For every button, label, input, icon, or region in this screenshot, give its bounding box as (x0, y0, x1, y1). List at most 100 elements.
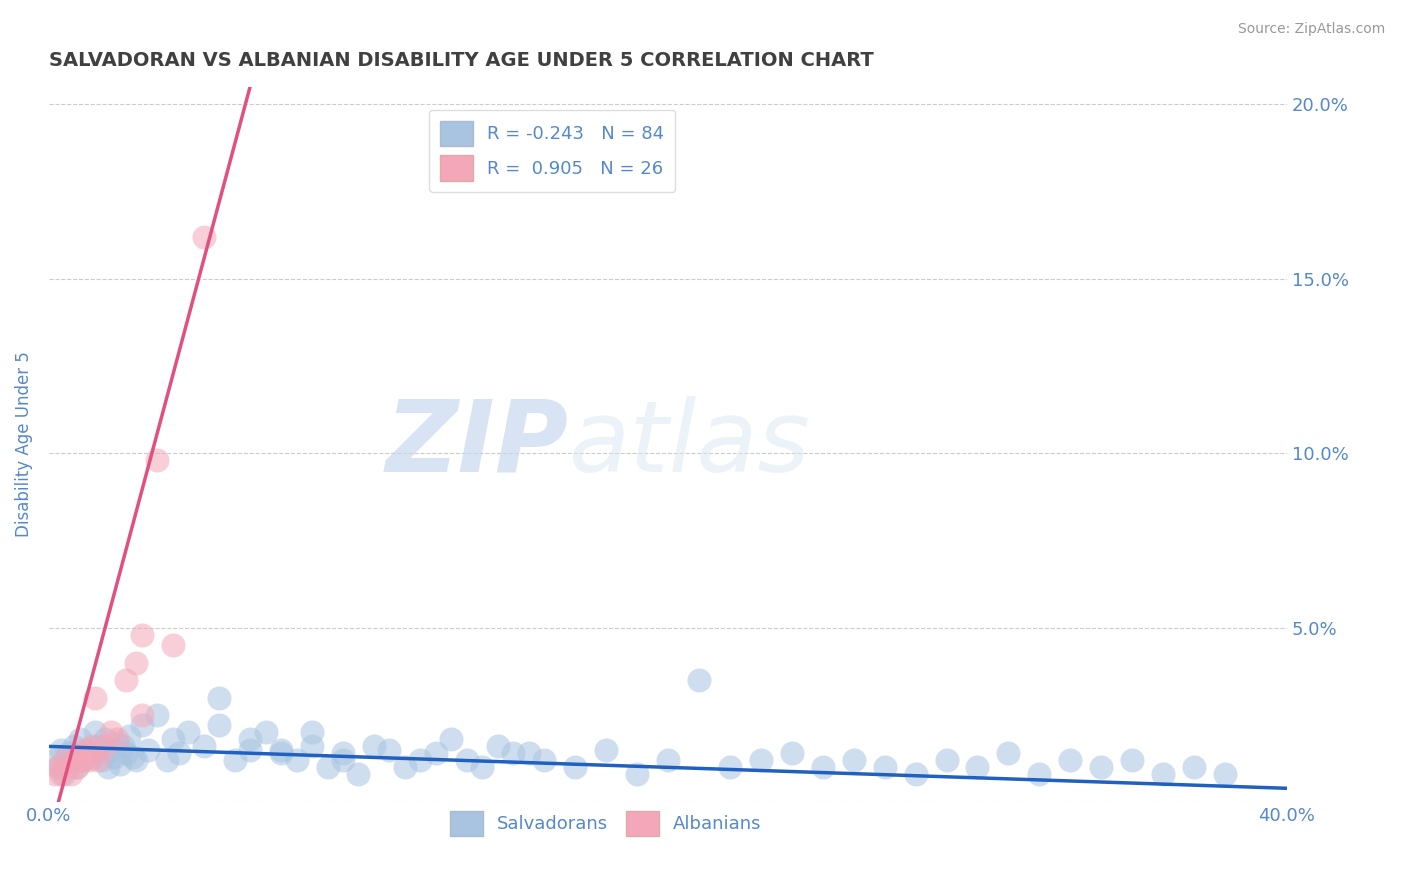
Point (84, 690, 107, 705)
Point (72, 753, 94, 767)
Point (718, 760, 741, 774)
Point (208, 690, 231, 705)
Point (124, 753, 146, 767)
Point (69, 747, 91, 761)
Point (124, 656, 146, 670)
Text: SALVADORAN VS ALBANIAN DISABILITY AGE UNDER 5 CORRELATION CHART: SALVADORAN VS ALBANIAN DISABILITY AGE UN… (49, 51, 873, 70)
Point (486, 739, 509, 754)
Point (842, 753, 865, 767)
Point (44, 767, 66, 781)
Point (193, 229, 215, 244)
Point (904, 767, 927, 781)
Point (62, 753, 84, 767)
Point (316, 760, 339, 774)
Point (115, 673, 138, 687)
Point (93, 732, 115, 747)
Text: ZIP: ZIP (385, 396, 569, 493)
Point (162, 638, 184, 652)
Point (59, 753, 82, 767)
Point (131, 718, 153, 732)
Point (105, 736, 128, 750)
Point (224, 753, 246, 767)
Point (155, 753, 177, 767)
Point (1059, 753, 1081, 767)
Point (82, 750, 104, 764)
Point (82, 739, 104, 754)
Point (873, 760, 896, 774)
Point (332, 753, 354, 767)
Point (935, 753, 957, 767)
Point (146, 453, 169, 467)
Point (115, 747, 138, 761)
Point (811, 760, 834, 774)
Point (100, 743, 122, 757)
Point (167, 747, 190, 761)
Point (51, 743, 73, 757)
Point (1152, 767, 1174, 781)
Point (93, 739, 115, 754)
Point (208, 718, 231, 732)
Y-axis label: Disability Age Under 5: Disability Age Under 5 (15, 351, 32, 537)
Point (533, 753, 555, 767)
Point (657, 753, 679, 767)
Point (77, 747, 100, 761)
Point (75, 743, 97, 757)
Point (121, 750, 143, 764)
Point (108, 756, 131, 771)
Point (44, 753, 66, 767)
Point (517, 747, 540, 761)
Point (595, 743, 617, 757)
Point (394, 760, 416, 774)
Point (749, 753, 772, 767)
Point (105, 732, 128, 747)
Point (301, 739, 323, 754)
Point (84, 747, 107, 761)
Point (69, 732, 91, 747)
Point (118, 729, 141, 743)
Point (51, 767, 73, 781)
Point (75, 743, 97, 757)
Point (56, 747, 79, 761)
Point (84, 725, 107, 739)
Point (1090, 760, 1112, 774)
Point (72, 753, 94, 767)
Point (239, 743, 262, 757)
Point (77, 753, 100, 767)
Point (409, 753, 432, 767)
Point (502, 747, 524, 761)
Point (56, 760, 79, 774)
Point (471, 760, 494, 774)
Point (53, 767, 76, 781)
Point (177, 725, 200, 739)
Point (1213, 767, 1236, 781)
Text: atlas: atlas (569, 396, 810, 493)
Point (103, 750, 125, 764)
Point (87, 739, 110, 754)
Point (146, 708, 169, 723)
Point (285, 753, 308, 767)
Point (112, 739, 135, 754)
Point (66, 760, 89, 774)
Point (270, 747, 292, 761)
Point (131, 628, 153, 642)
Point (100, 725, 122, 739)
Point (90, 753, 112, 767)
Point (46, 760, 69, 774)
Text: Source: ZipAtlas.com: Source: ZipAtlas.com (1237, 22, 1385, 37)
Point (440, 732, 463, 747)
Point (136, 743, 159, 757)
Point (97, 760, 120, 774)
Point (193, 739, 215, 754)
Point (239, 732, 262, 747)
Point (1182, 760, 1205, 774)
Point (780, 747, 803, 761)
Point (378, 743, 401, 757)
Point (564, 760, 586, 774)
Point (997, 747, 1019, 761)
Point (162, 732, 184, 747)
Point (59, 767, 82, 781)
Point (270, 743, 292, 757)
Point (456, 753, 478, 767)
Point (425, 747, 447, 761)
Point (966, 760, 988, 774)
